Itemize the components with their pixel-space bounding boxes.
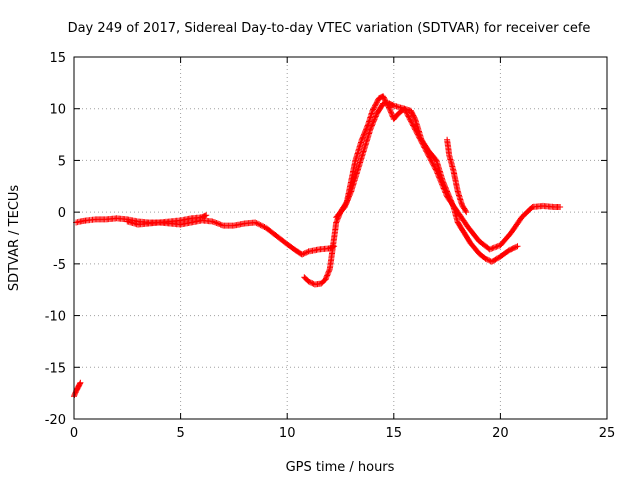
x-tick-label: 20 (492, 426, 509, 441)
x-tick-label: 15 (386, 426, 403, 441)
y-tick-label: 0 (58, 206, 66, 221)
series-segment (71, 379, 84, 400)
y-tick-label: 15 (49, 51, 66, 66)
y-tick-label: 10 (49, 103, 66, 118)
y-tick-label: 5 (58, 154, 66, 169)
y-tick-label: -5 (53, 258, 66, 273)
x-axis-label: GPS time / hours (286, 460, 395, 475)
y-axis-label: SDTVAR / TECUs (7, 185, 22, 292)
data-point-markers (71, 379, 84, 400)
x-tick-label: 25 (599, 426, 616, 441)
series-segment (124, 217, 338, 258)
x-tick-label: 5 (176, 426, 184, 441)
chart-title: Day 249 of 2017, Sidereal Day-to-day VTE… (68, 21, 591, 36)
data-point-markers (444, 136, 470, 216)
y-axis: -20 -15 -10 -5 0 5 10 15 (45, 51, 607, 428)
y-tick-label: -20 (45, 413, 66, 428)
data-point-markers (124, 217, 338, 258)
x-tick-label: 10 (279, 426, 296, 441)
y-tick-label: -15 (45, 361, 66, 376)
y-tick-label: -10 (45, 310, 66, 325)
plot-border (73, 56, 608, 420)
data-point-markers (333, 100, 564, 253)
series-segment (333, 100, 564, 253)
x-tick-label: 0 (70, 426, 78, 441)
series-segment (444, 136, 470, 216)
series-layer (71, 93, 564, 400)
x-axis: 0 5 10 15 20 25 (70, 57, 615, 441)
grid-lines (74, 57, 607, 419)
